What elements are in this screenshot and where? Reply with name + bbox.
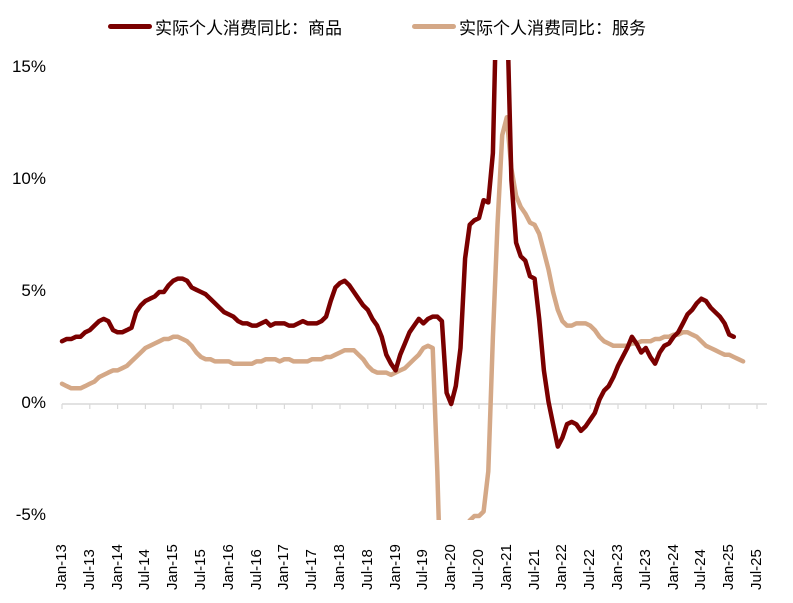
x-tick-label: Jan-23 (609, 544, 626, 590)
x-tick-label: Jul-21 (525, 549, 543, 590)
y-tick-label: 10% (11, 169, 46, 188)
x-tick-label: Jul-14 (136, 549, 154, 590)
plot-area (59, 60, 746, 520)
x-tick-label: Jan-25 (720, 544, 738, 590)
x-tick-label: Jan-21 (497, 544, 515, 590)
x-tick-label: Jan-22 (553, 544, 571, 590)
services-series-line (59, 115, 746, 520)
legend-item-services: 实际个人消费同比：服务 (412, 14, 646, 39)
x-tick-label: Jan-19 (386, 544, 404, 590)
services-swatch-icon (412, 24, 456, 29)
x-tick-label: Jul-13 (80, 549, 98, 590)
x-tick-label: Jul-24 (692, 549, 710, 590)
x-tick-label: Jul-25 (748, 549, 765, 590)
x-tick-label: Jan-15 (164, 544, 182, 590)
x-tick-label: Jul-18 (358, 549, 376, 590)
goods-series-line (59, 60, 737, 449)
y-tick-label: -5% (15, 505, 46, 524)
legend-item-goods: 实际个人消费同比：商品 (108, 14, 342, 39)
x-axis (61, 403, 767, 409)
y-tick-label: 15% (11, 57, 46, 76)
y-tick-label: 0% (21, 393, 46, 412)
x-tick-label: Jan-16 (219, 544, 237, 590)
x-tick-label: Jul-20 (470, 549, 487, 590)
legend-label-services: 实际个人消费同比：服务 (459, 19, 646, 39)
x-tick-label: Jan-13 (53, 544, 70, 590)
x-tick-label: Jul-22 (581, 549, 599, 590)
x-tick-label: Jul-19 (414, 549, 432, 590)
x-tick-label: Jul-15 (192, 549, 209, 590)
y-tick-label: 5% (21, 281, 46, 300)
x-tick-label: Jul-16 (247, 549, 265, 590)
x-tick-label: Jan-14 (108, 544, 126, 590)
x-tick-label: Jul-17 (303, 549, 321, 590)
legend-label-goods: 实际个人消费同比：商品 (155, 19, 342, 39)
x-tick-label: Jul-23 (636, 549, 654, 590)
goods-swatch-icon (108, 24, 152, 29)
x-tick-label: Jan-20 (442, 544, 460, 590)
x-tick-label: Jan-17 (275, 544, 293, 590)
x-tick-label: Jan-24 (664, 544, 682, 590)
chart-legend: 实际个人消费同比：商品 实际个人消费同比：服务 (0, 14, 793, 42)
x-tick-label: Jan-18 (331, 544, 348, 590)
